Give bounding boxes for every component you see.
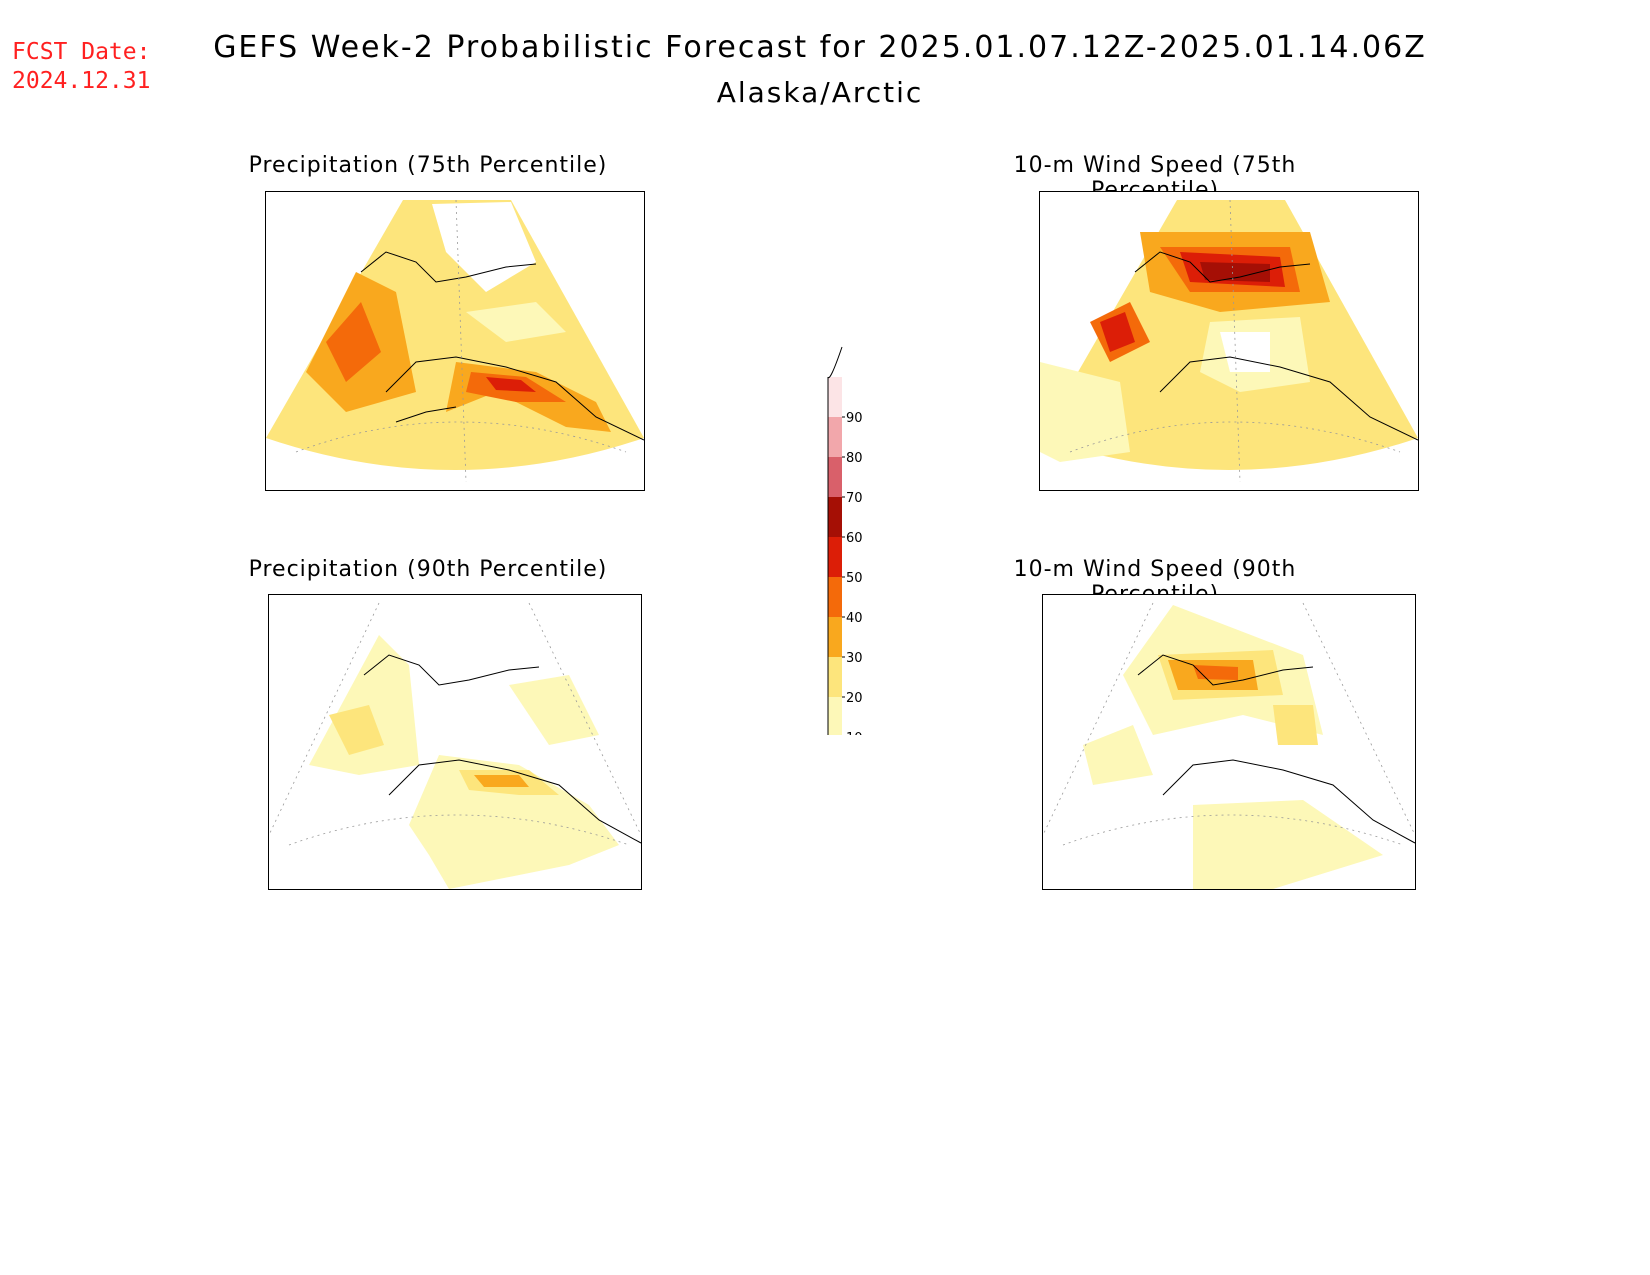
colorbar-swatch — [828, 577, 842, 617]
colorbar-tick-label: 70 — [846, 491, 863, 506]
wind-90-map — [1042, 594, 1416, 890]
colorbar-legend: 10 20 30 40 50 60 70 80 90 — [820, 335, 880, 778]
precip-90-title: Precipitation (90th Percentile) — [248, 557, 608, 582]
colorbar-tick-label: 90 — [846, 411, 863, 426]
colorbar-swatch — [828, 497, 842, 537]
colorbar-tick-label: 20 — [846, 691, 863, 706]
colorbar-tick-label: 40 — [846, 611, 863, 626]
colorbar-swatch — [828, 457, 842, 497]
forecast-date-label: FCST Date: 2024.12.31 — [12, 38, 150, 96]
colorbar-swatch — [828, 417, 842, 457]
region-subtitle: Alaska/Arctic — [716, 76, 924, 109]
colorbar-swatch — [828, 697, 842, 737]
wind-75-map — [1039, 191, 1419, 491]
fcst-date-caption: FCST Date: — [12, 39, 151, 65]
fcst-date-value: 2024.12.31 — [12, 68, 151, 94]
colorbar-swatch — [828, 617, 842, 657]
colorbar-tick-label: 60 — [846, 531, 863, 546]
colorbar-tick-label: 50 — [846, 571, 863, 586]
colorbar-swatch — [828, 537, 842, 577]
colorbar-tick-label: 80 — [846, 451, 863, 466]
precip-75-map — [265, 191, 645, 491]
colorbar-tick-label: 10 — [846, 731, 863, 735]
colorbar-swatch — [828, 657, 842, 697]
colorbar-tick-label: 30 — [846, 651, 863, 666]
colorbar-swatch — [828, 377, 842, 417]
precip-90-map — [268, 594, 642, 890]
precip-75-title: Precipitation (75th Percentile) — [248, 153, 608, 178]
page-title: GEFS Week-2 Probabilistic Forecast for 2… — [213, 30, 1427, 65]
